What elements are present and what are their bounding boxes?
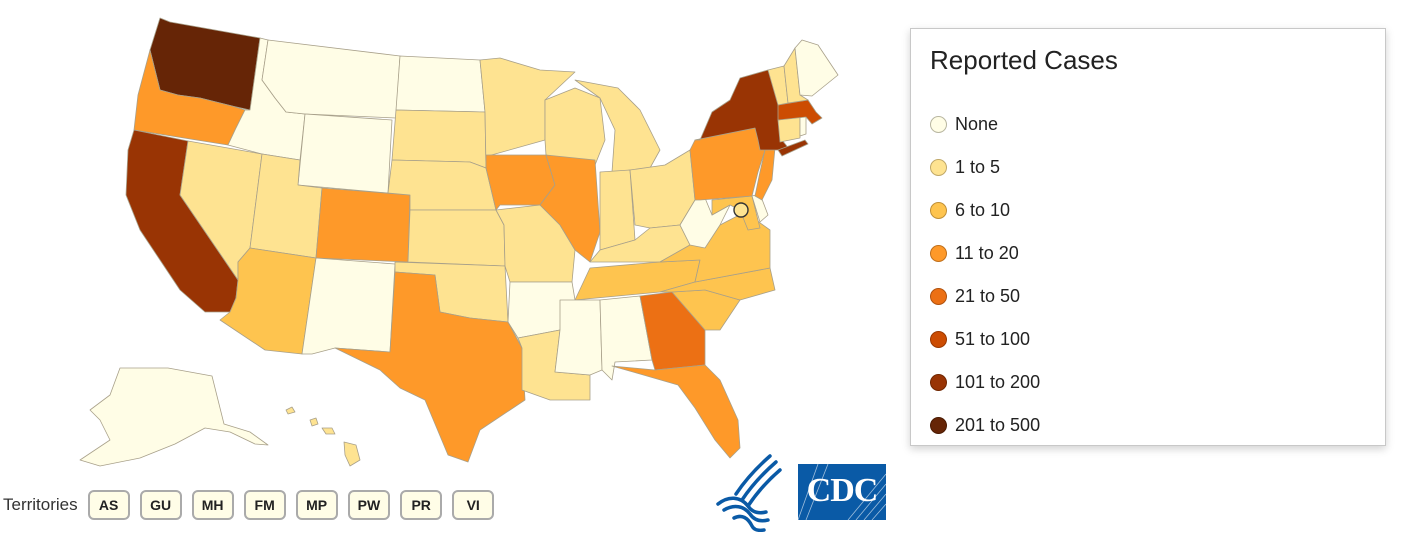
state-in[interactable] (599, 169, 636, 251)
territory-button-pw[interactable]: PW (347, 490, 391, 520)
territory-button-as[interactable]: AS (87, 490, 130, 520)
state-mt[interactable] (261, 39, 401, 119)
territory-button-vi[interactable]: VI (452, 490, 495, 520)
legend-item-6-10[interactable]: 6 to 10 (930, 189, 1040, 232)
cdc-logo: CDC (798, 464, 886, 520)
state-wy[interactable] (297, 113, 393, 194)
legend-swatch-icon (930, 417, 947, 434)
legend-label: 1 to 5 (955, 157, 1001, 177)
legend-swatch-icon (930, 159, 947, 176)
legend-item-21-50[interactable]: 21 to 50 (930, 275, 1040, 318)
state-ma[interactable] (777, 99, 823, 125)
legend-swatch-icon (930, 288, 947, 305)
legend-swatch-icon (930, 116, 947, 133)
state-hi-3[interactable] (321, 427, 336, 435)
legend-label: 6 to 10 (955, 200, 1011, 220)
legend-swatch-icon (930, 202, 947, 219)
legend-swatch-icon (930, 245, 947, 262)
state-wi[interactable] (544, 87, 606, 166)
state-il[interactable] (539, 154, 601, 263)
state-me[interactable] (794, 39, 839, 97)
territory-button-pr[interactable]: PR (400, 490, 443, 520)
state-sd[interactable] (391, 109, 487, 169)
legend-label: 201 to 500 (955, 415, 1041, 435)
legend-label: None (955, 114, 999, 134)
state-dc-marker[interactable] (733, 202, 749, 218)
state-ri[interactable] (799, 116, 807, 137)
legend-title: Reported Cases (930, 45, 1118, 75)
state-nm[interactable] (301, 257, 396, 355)
state-nh[interactable] (783, 47, 809, 104)
legend-label: 21 to 50 (955, 286, 1021, 306)
legend-item-11-20[interactable]: 11 to 20 (930, 232, 1040, 275)
legend-item-none[interactable]: None (930, 103, 1040, 146)
state-hi-4[interactable] (343, 441, 361, 467)
legend-label: 11 to 20 (955, 243, 1019, 263)
state-ks[interactable] (407, 209, 506, 267)
legend-label: 101 to 200 (955, 372, 1041, 392)
territory-button-mh[interactable]: MH (191, 490, 234, 520)
legend-item-51-100[interactable]: 51 to 100 (930, 318, 1040, 361)
cdc-logo-text: CDC (806, 472, 879, 509)
legend-item-101-200[interactable]: 101 to 200 (930, 361, 1040, 404)
territories-label: Territories (3, 495, 78, 514)
territory-button-gu[interactable]: GU (139, 490, 182, 520)
state-hi-2[interactable] (309, 417, 319, 427)
legend-list: None 1 to 5 6 to 10 11 to 20 21 to 50 51… (930, 103, 1040, 447)
state-nj[interactable] (754, 139, 776, 201)
state-co[interactable] (315, 187, 411, 263)
legend-swatch-icon (930, 374, 947, 391)
state-fl[interactable] (611, 364, 741, 459)
legend-item-1-5[interactable]: 1 to 5 (930, 146, 1040, 189)
legend-panel: Reported Cases None 1 to 5 6 to 10 11 to… (910, 28, 1386, 446)
state-ak[interactable] (79, 367, 269, 467)
state-li[interactable] (777, 139, 809, 157)
state-tx[interactable] (334, 271, 526, 463)
state-ms[interactable] (554, 299, 603, 376)
state-hi-1[interactable] (285, 406, 296, 415)
legend-swatch-icon (930, 331, 947, 348)
legend-item-201-500[interactable]: 201 to 500 (930, 404, 1040, 447)
territories-bar: Territories AS GU MH FM MP PW PR VI (3, 490, 504, 520)
cdc-rays-icon (798, 464, 886, 520)
hhs-eagle-logo-icon (716, 454, 782, 532)
legend-label: 51 to 100 (955, 329, 1031, 349)
state-nd[interactable] (395, 55, 486, 113)
territory-button-fm[interactable]: FM (243, 490, 286, 520)
logos: CDC (714, 452, 886, 532)
us-choropleth-map (79, 17, 839, 467)
state-ct[interactable] (777, 116, 801, 143)
territory-button-mp[interactable]: MP (295, 490, 338, 520)
